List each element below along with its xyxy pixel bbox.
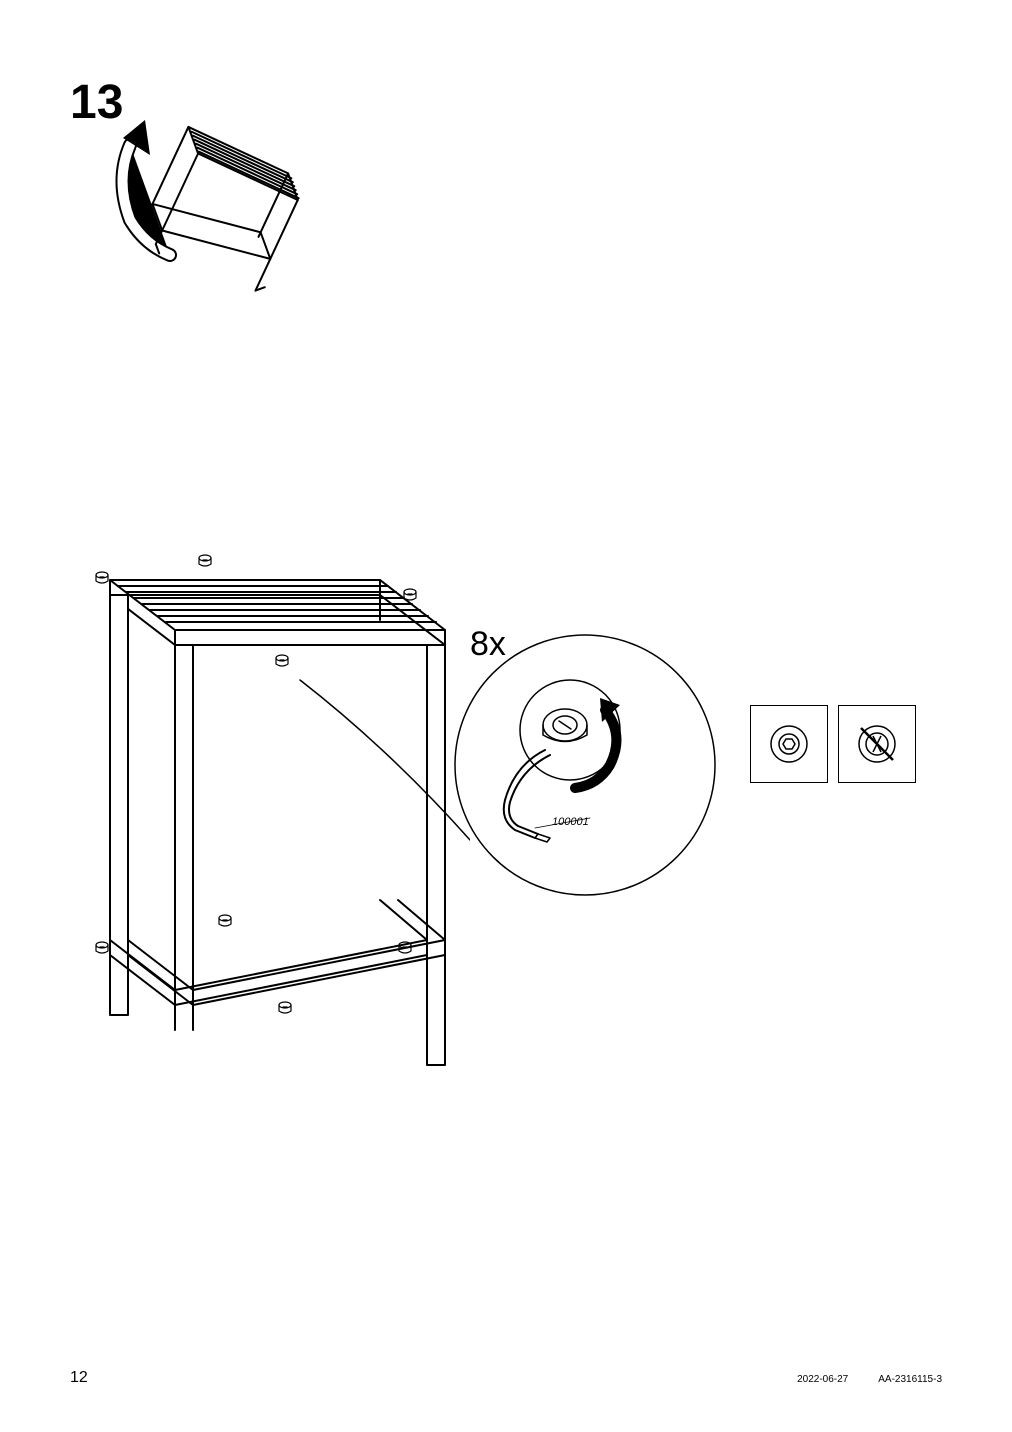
small-table-rotated-illustration	[95, 90, 335, 330]
part-number-text: 100001	[552, 816, 589, 828]
main-table-illustration	[50, 500, 470, 1100]
correct-tool-box	[750, 705, 828, 783]
screwdriver-crossed-icon	[847, 714, 907, 774]
rotate-table-svg	[95, 90, 335, 330]
footer-doc-id: AA-2316115-3	[878, 1374, 942, 1385]
allen-key-icon	[759, 714, 819, 774]
footer-date: 2022-06-27	[797, 1374, 848, 1385]
footer-meta: 2022-06-27 AA-2316115-3	[797, 1374, 942, 1385]
page-footer: 12 2022-06-27 AA-2316115-3	[70, 1369, 942, 1387]
tool-indicator-boxes	[750, 705, 916, 783]
instruction-page: 13	[0, 0, 1012, 1432]
table-assembly-svg	[50, 500, 470, 1100]
page-number: 12	[70, 1369, 88, 1387]
incorrect-tool-box	[838, 705, 916, 783]
detail-callout: 100001	[440, 620, 730, 910]
detail-svg: 100001	[440, 620, 730, 910]
